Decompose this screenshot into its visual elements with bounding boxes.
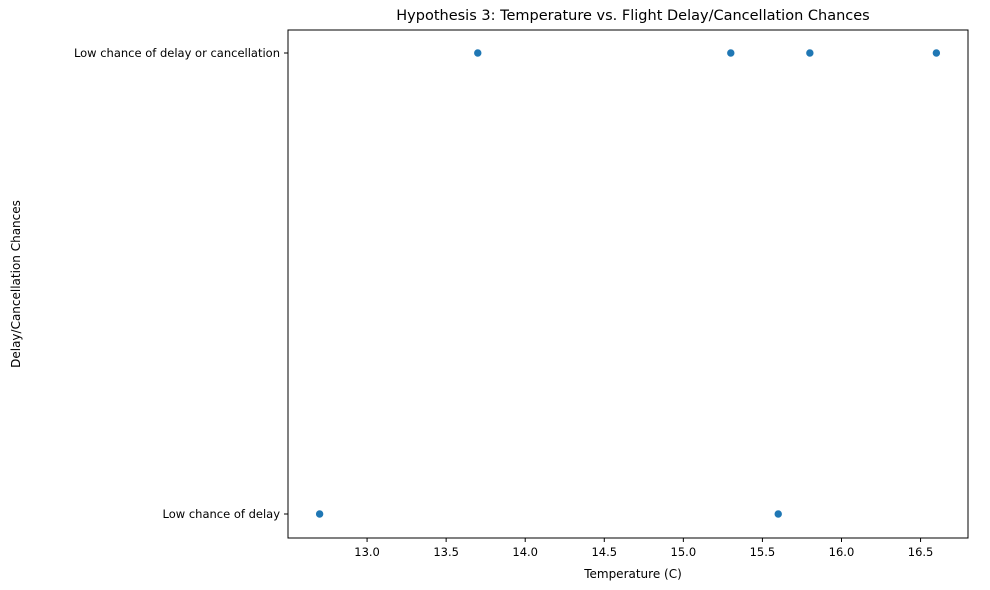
data-point	[805, 48, 815, 58]
x-axis-ticks: 13.0 13.5 14.0 14.5 15.0 15.5 16.0 16.5	[354, 538, 933, 559]
plot-area	[287, 29, 969, 539]
x-tick-label: 13.0	[354, 545, 380, 559]
x-tick-label: 14.0	[512, 545, 538, 559]
x-tick-label: 16.5	[908, 545, 934, 559]
chart-title: Hypothesis 3: Temperature vs. Flight Del…	[396, 8, 869, 24]
data-point	[473, 48, 483, 58]
data-points	[315, 48, 941, 519]
y-axis-label: Delay/Cancellation Chances	[9, 200, 23, 368]
data-point	[932, 48, 941, 58]
data-point	[726, 48, 736, 58]
x-axis-label: Temperature (C)	[583, 567, 682, 581]
data-point	[773, 509, 783, 519]
data-point	[315, 509, 324, 519]
x-tick-label: 13.5	[433, 545, 459, 559]
y-axis-ticks: Low chance of delay Low chance of delay o…	[74, 46, 288, 521]
x-tick-label: 15.0	[671, 545, 697, 559]
x-tick-label: 16.0	[829, 545, 855, 559]
y-tick-label: Low chance of delay	[163, 507, 281, 521]
x-tick-label: 15.5	[750, 545, 776, 559]
y-tick-label: Low chance of delay or cancellation	[74, 46, 280, 60]
x-tick-label: 14.5	[591, 545, 617, 559]
